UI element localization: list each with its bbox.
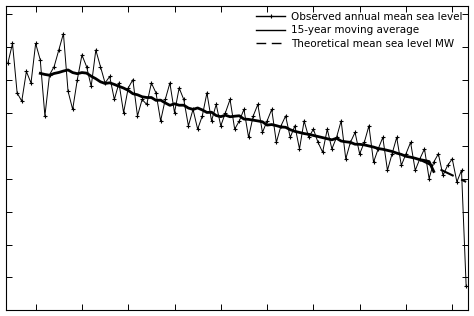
Theoretical mean sea level MW: [426, 162, 432, 166]
15-year moving average: [232, 114, 237, 118]
Observed annual mean sea level: [246, 136, 251, 139]
15-year moving average: [375, 147, 381, 150]
Line: 15-year moving average: 15-year moving average: [40, 70, 434, 172]
Observed annual mean sea level: [61, 32, 66, 35]
Theoretical mean sea level MW: [417, 158, 423, 161]
Theoretical mean sea level MW: [422, 160, 428, 164]
Line: Observed annual mean sea level: Observed annual mean sea level: [5, 31, 469, 288]
Observed annual mean sea level: [431, 160, 437, 164]
15-year moving average: [65, 68, 71, 72]
Theoretical mean sea level MW: [445, 171, 450, 175]
Line: Theoretical mean sea level MW: Theoretical mean sea level MW: [420, 160, 466, 182]
Theoretical mean sea level MW: [431, 164, 437, 168]
15-year moving average: [37, 71, 43, 75]
Observed annual mean sea level: [5, 61, 11, 65]
Theoretical mean sea level MW: [459, 178, 465, 182]
Theoretical mean sea level MW: [454, 176, 460, 179]
15-year moving average: [84, 71, 90, 75]
Theoretical mean sea level MW: [440, 169, 446, 173]
15-year moving average: [431, 170, 437, 173]
Theoretical mean sea level MW: [463, 180, 469, 184]
15-year moving average: [56, 70, 62, 74]
Observed annual mean sea level: [463, 284, 469, 288]
15-year moving average: [343, 140, 348, 144]
Observed annual mean sea level: [283, 114, 289, 118]
Legend: Observed annual mean sea level, 15-year moving average, Theoretical mean sea lev: Observed annual mean sea level, 15-year …: [253, 9, 465, 52]
Theoretical mean sea level MW: [449, 173, 455, 177]
15-year moving average: [46, 73, 52, 77]
Observed annual mean sea level: [445, 163, 450, 167]
Observed annual mean sea level: [98, 65, 103, 69]
Observed annual mean sea level: [116, 81, 122, 85]
Theoretical mean sea level MW: [436, 167, 441, 170]
